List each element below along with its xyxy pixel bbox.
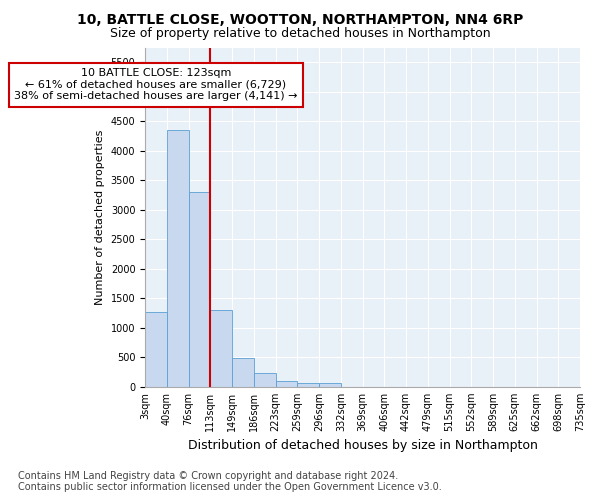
Text: 10 BATTLE CLOSE: 123sqm
← 61% of detached houses are smaller (6,729)
38% of semi: 10 BATTLE CLOSE: 123sqm ← 61% of detache… [14,68,298,102]
Bar [298,382,319,387]
X-axis label: Distribution of detached houses by size in Northampton: Distribution of detached houses by size … [188,440,538,452]
Bar [275,381,298,387]
Bar [211,310,232,387]
Y-axis label: Number of detached properties: Number of detached properties [95,130,105,305]
Bar [167,130,188,387]
Text: Contains HM Land Registry data © Crown copyright and database right 2024.: Contains HM Land Registry data © Crown c… [18,471,398,481]
Text: 10, BATTLE CLOSE, WOOTTON, NORTHAMPTON, NN4 6RP: 10, BATTLE CLOSE, WOOTTON, NORTHAMPTON, … [77,12,523,26]
Bar [232,358,254,387]
Text: Contains public sector information licensed under the Open Government Licence v3: Contains public sector information licen… [18,482,442,492]
Bar [188,192,211,387]
Bar [319,382,341,387]
Bar [254,372,275,387]
Bar [145,312,167,387]
Text: Size of property relative to detached houses in Northampton: Size of property relative to detached ho… [110,28,490,40]
